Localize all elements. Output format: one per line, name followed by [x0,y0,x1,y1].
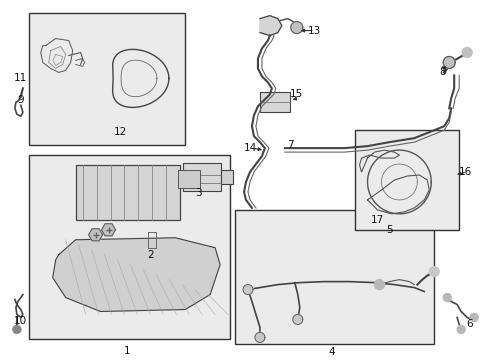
Bar [29,13,185,145]
Polygon shape [88,229,102,241]
Bar [76,165,180,220]
Text: 8: 8 [438,67,445,77]
Text: 10: 10 [14,316,27,327]
Text: 1: 1 [124,346,130,356]
Bar [29,155,229,339]
Circle shape [243,285,252,294]
Circle shape [428,267,438,276]
Text: 15: 15 [289,89,303,99]
Bar [178,170,200,188]
Circle shape [290,22,302,33]
Polygon shape [260,15,281,36]
Text: 9: 9 [18,95,24,105]
Circle shape [254,332,264,342]
Text: 17: 17 [370,215,384,225]
Text: 7: 7 [287,140,293,150]
Polygon shape [102,224,115,236]
Text: 6: 6 [465,319,471,329]
Text: 4: 4 [327,347,334,357]
Text: 5: 5 [386,225,392,235]
Circle shape [456,325,464,333]
Text: 3: 3 [195,188,201,198]
Circle shape [442,293,450,302]
Text: 14: 14 [243,143,256,153]
Text: 12: 12 [114,127,127,137]
Bar [183,163,221,191]
Circle shape [374,280,384,289]
Bar [235,210,433,345]
Text: 16: 16 [458,167,471,177]
Text: 2: 2 [147,250,153,260]
Bar [221,170,233,184]
Text: 11: 11 [14,73,27,84]
Text: 13: 13 [307,26,321,36]
Circle shape [292,315,302,324]
Circle shape [461,48,471,58]
Bar [260,92,289,112]
Polygon shape [53,238,220,311]
Bar [354,130,458,230]
Circle shape [469,314,477,321]
Circle shape [13,325,21,333]
Circle shape [442,57,454,68]
